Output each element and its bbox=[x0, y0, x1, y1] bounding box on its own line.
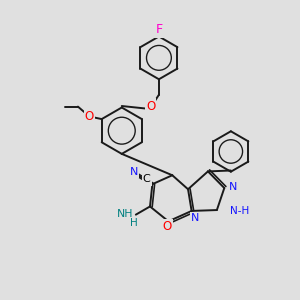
Text: O: O bbox=[146, 100, 155, 112]
Text: N: N bbox=[191, 213, 200, 223]
Text: N: N bbox=[229, 182, 237, 192]
Text: O: O bbox=[85, 110, 94, 123]
Text: F: F bbox=[155, 23, 163, 36]
Text: C: C bbox=[143, 175, 151, 184]
Text: NH: NH bbox=[117, 209, 134, 219]
Text: N: N bbox=[130, 167, 138, 177]
Text: N-H: N-H bbox=[230, 206, 249, 216]
Text: O: O bbox=[163, 220, 172, 233]
Text: H: H bbox=[130, 218, 138, 228]
